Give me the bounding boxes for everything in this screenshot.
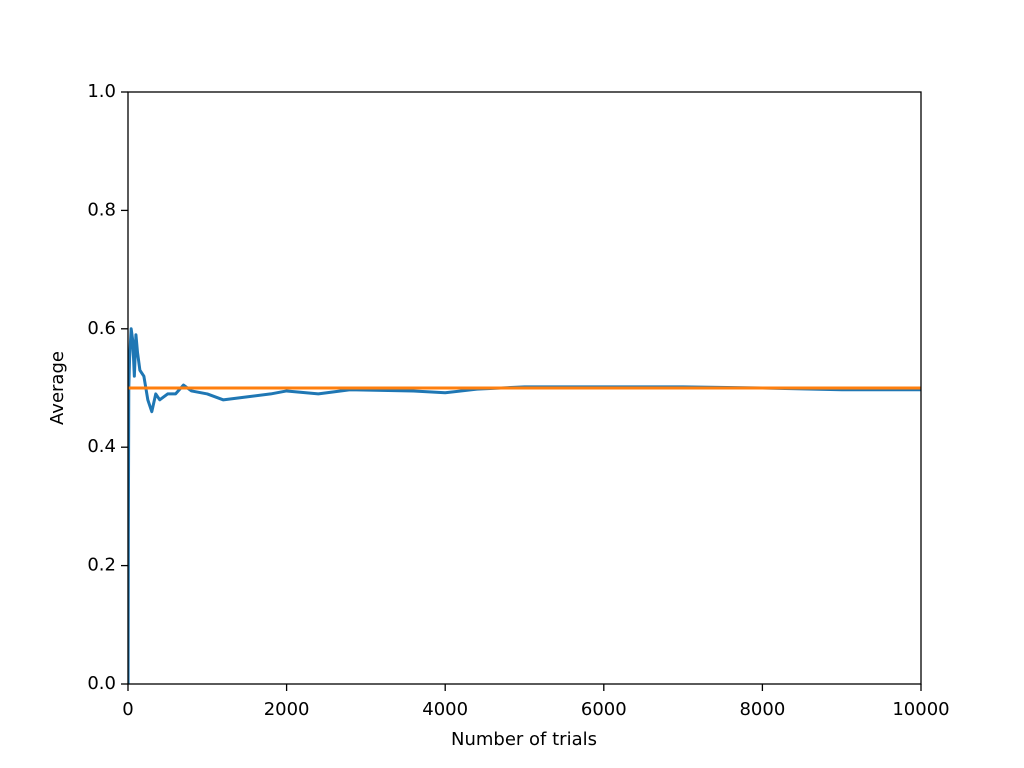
y-tick-label: 0.8 xyxy=(87,199,116,220)
x-axis-label: Number of trials xyxy=(451,729,597,750)
x-tick-label: 10000 xyxy=(892,699,949,720)
y-tick-label: 0.4 xyxy=(87,436,116,457)
y-tick-label: 0.2 xyxy=(87,555,116,576)
x-tick-label: 6000 xyxy=(581,699,627,720)
x-tick-label: 4000 xyxy=(422,699,468,720)
x-tick-label: 0 xyxy=(122,699,133,720)
plot-frame xyxy=(127,91,922,685)
y-tick-label: 1.0 xyxy=(87,81,116,102)
x-tick-label: 2000 xyxy=(264,699,310,720)
y-tick-label: 0.0 xyxy=(87,673,116,694)
y-tick-label: 0.6 xyxy=(87,318,116,339)
line-series xyxy=(128,327,921,684)
x-tick-label: 8000 xyxy=(739,699,785,720)
y-axis-label: Average xyxy=(47,351,68,425)
